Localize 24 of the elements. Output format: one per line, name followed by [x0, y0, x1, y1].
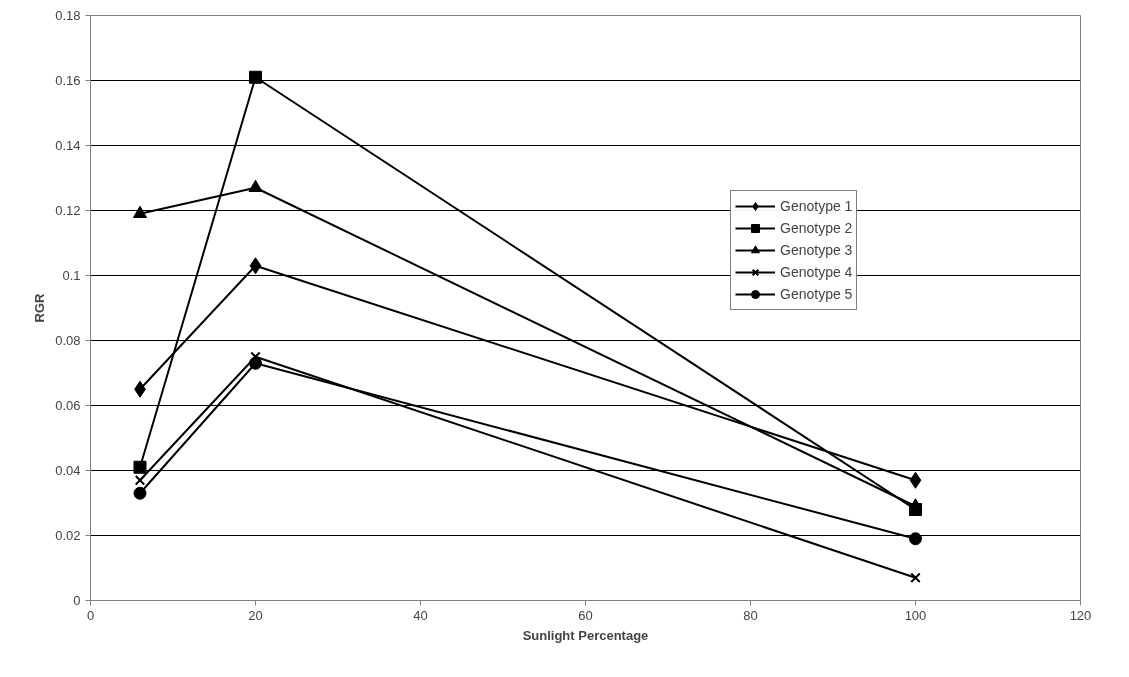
- y-tick-label: 0.02: [55, 528, 81, 543]
- y-tick-label: 0.12: [55, 203, 81, 218]
- y-axis-title: RGR: [32, 292, 48, 323]
- y-tick-label: 0.18: [55, 8, 81, 23]
- legend-label: Genotype 5: [780, 285, 853, 304]
- x-tick-label: 80: [743, 607, 758, 623]
- y-tick-label: 0.08: [55, 333, 81, 348]
- x-tick-label: 40: [413, 607, 428, 623]
- x-tick-label: 20: [248, 607, 263, 623]
- x-tick-label: 120: [1069, 607, 1092, 623]
- x-tick-label: 0: [86, 607, 95, 623]
- x-tick-label: 100: [904, 607, 927, 623]
- legend-label: Genotype 2: [780, 219, 853, 238]
- x-axis-title: Sunlight Percentage: [522, 627, 649, 643]
- y-tick-label: 0.04: [55, 463, 81, 478]
- y-tick-label: 0.06: [55, 398, 81, 413]
- x-tick-label: 60: [578, 607, 593, 623]
- legend-label: Genotype 4: [780, 263, 853, 282]
- legend-label: Genotype 3: [780, 241, 853, 260]
- y-tick-label: 0.1: [62, 268, 81, 283]
- legend-label: Genotype 1: [780, 197, 853, 216]
- y-tick-label: 0: [73, 593, 81, 608]
- y-tick-label: 0.14: [55, 138, 81, 153]
- y-tick-label: 0.16: [55, 73, 81, 88]
